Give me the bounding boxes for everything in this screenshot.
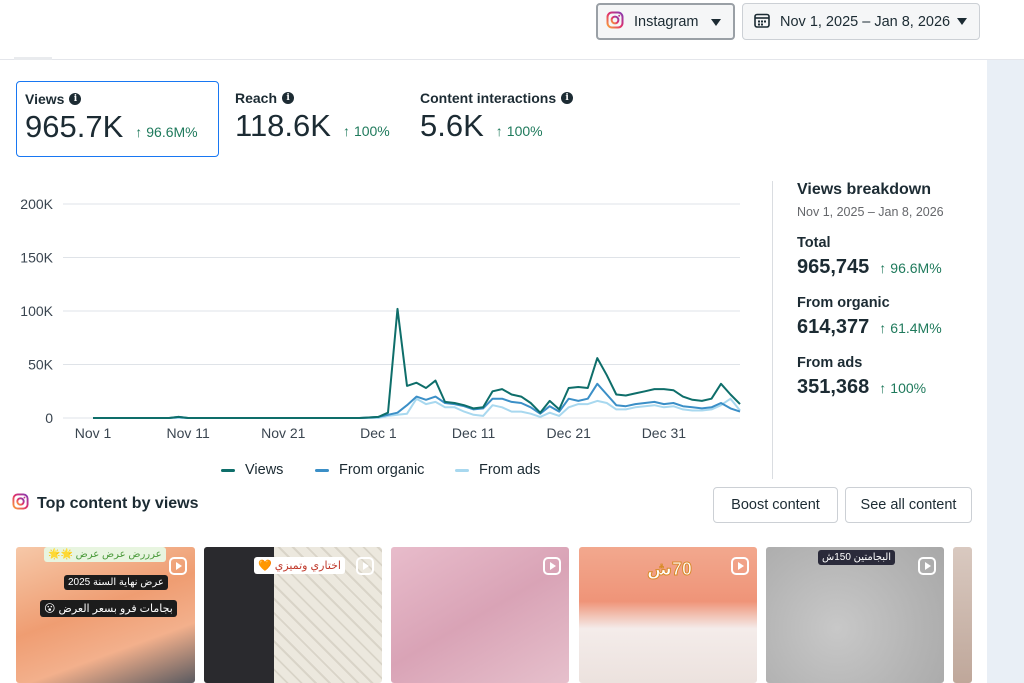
- instagram-icon: [606, 11, 624, 33]
- tab-stub: [14, 57, 52, 60]
- content-thumbnail[interactable]: [391, 547, 569, 683]
- arrow-up-icon: ↑: [879, 380, 887, 396]
- x-tick-label: Nov 1: [75, 425, 112, 441]
- breakdown-change: 61.4M%: [890, 320, 942, 336]
- reels-icon: [731, 557, 749, 575]
- content-thumbnail-partial[interactable]: [953, 547, 972, 683]
- breakdown-ads: From ads 351,368 ↑ 100%: [797, 355, 977, 399]
- chevron-down-icon: [957, 18, 967, 25]
- views-breakdown-panel: Views breakdown Nov 1, 2025 – Jan 8, 202…: [797, 181, 977, 399]
- chevron-down-icon: [711, 19, 721, 26]
- thumbnail-caption: 70ش: [647, 559, 693, 580]
- metric-label: Reach: [235, 90, 278, 106]
- thumbnail-caption: اختاري وتميزي 🧡: [254, 557, 345, 574]
- metric-views-card[interactable]: Views i 965.7K ↑ 96.6M%: [16, 81, 219, 157]
- metric-label: Content interactions: [420, 90, 557, 106]
- top-bar: Instagram Nov 1, 2025 – Jan 8, 2026: [0, 0, 1024, 60]
- series-line-views: [93, 307, 741, 419]
- y-tick-label: 150K: [20, 250, 53, 266]
- content-thumbnail[interactable]: عرررض عرض عرض 🌟🌟 عرض نهاية السنة 2025 بج…: [16, 547, 195, 683]
- metric-change: 100%: [506, 123, 543, 139]
- x-tick-label: Dec 31: [642, 425, 687, 441]
- page-side-gutter: [987, 60, 1024, 683]
- info-icon[interactable]: i: [69, 93, 82, 105]
- metric-value: 118.6K: [235, 108, 331, 143]
- breakdown-value: 965,745: [797, 256, 870, 278]
- y-tick-label: 0: [45, 410, 53, 426]
- y-tick-label: 100K: [20, 303, 53, 319]
- metric-change: 96.6M%: [146, 124, 198, 140]
- reels-icon: [918, 557, 936, 575]
- x-tick-label: Dec 1: [360, 425, 397, 441]
- metric-label: Views: [25, 91, 65, 107]
- series-line-from-ads: [93, 397, 741, 419]
- arrow-up-icon: ↑: [495, 123, 503, 139]
- top-content-title: Top content by views: [37, 495, 199, 512]
- breakdown-date-range: Nov 1, 2025 – Jan 8, 2026: [797, 205, 944, 219]
- legend-swatch: [315, 468, 329, 472]
- breakdown-total: Total 965,745 ↑ 96.6M%: [797, 235, 977, 279]
- reels-icon: [169, 557, 187, 575]
- boost-content-button[interactable]: Boost content: [713, 487, 838, 523]
- thumbnail-caption: عرررض عرض عرض 🌟🌟: [44, 547, 166, 562]
- x-tick-label: Nov 21: [261, 425, 306, 441]
- legend-item-organic[interactable]: From organic: [315, 461, 424, 479]
- see-all-content-button[interactable]: See all content: [845, 487, 972, 523]
- date-range-dropdown[interactable]: Nov 1, 2025 – Jan 8, 2026: [742, 3, 980, 40]
- legend-label: From organic: [339, 462, 425, 478]
- breakdown-change: 96.6M%: [890, 260, 942, 276]
- arrow-up-icon: ↑: [879, 320, 887, 336]
- legend-label: Views: [245, 462, 284, 478]
- date-range-label: Nov 1, 2025 – Jan 8, 2026: [780, 13, 951, 30]
- calendar-icon: [754, 12, 770, 32]
- legend-label: From ads: [479, 462, 541, 478]
- account-dropdown[interactable]: Instagram: [596, 3, 735, 40]
- breakdown-label: From ads: [797, 355, 863, 371]
- content-thumbnail[interactable]: 70ش: [579, 547, 757, 683]
- thumbnail-caption: البجامتين 150ش: [818, 550, 896, 565]
- metric-change: 100%: [353, 123, 390, 139]
- arrow-up-icon: ↑: [135, 124, 143, 140]
- breakdown-title: Views breakdown: [797, 181, 931, 198]
- reels-icon: [543, 557, 561, 575]
- breakdown-label: From organic: [797, 295, 890, 311]
- legend-swatch: [221, 468, 235, 472]
- content-thumbnail[interactable]: اختاري وتميزي 🧡: [204, 547, 382, 683]
- arrow-up-icon: ↑: [342, 123, 350, 139]
- y-tick-label: 200K: [20, 196, 53, 212]
- metric-interactions-card[interactable]: Content interactions i 5.6K ↑ 100%: [412, 81, 612, 157]
- x-tick-label: Dec 21: [547, 425, 592, 441]
- thumbnail-caption: بجامات فرو بسعر العرض 😮: [40, 600, 177, 617]
- content-thumbnail[interactable]: البجامتين 150ش: [766, 547, 944, 683]
- arrow-up-icon: ↑: [879, 260, 887, 276]
- breakdown-organic: From organic 614,377 ↑ 61.4M%: [797, 295, 977, 339]
- breakdown-change: 100%: [890, 380, 927, 396]
- divider: [772, 181, 773, 479]
- breakdown-value: 351,368: [797, 376, 870, 398]
- y-tick-label: 50K: [28, 357, 54, 373]
- top-content-heading: Top content by views: [12, 493, 199, 515]
- series-line-from-organic: [93, 382, 741, 419]
- reels-icon: [356, 557, 374, 575]
- x-tick-label: Dec 11: [452, 425, 496, 441]
- thumbnail-caption: عرض نهاية السنة 2025: [64, 575, 168, 590]
- breakdown-label: Total: [797, 235, 831, 251]
- metric-value: 5.6K: [420, 108, 484, 143]
- account-dropdown-label: Instagram: [634, 13, 699, 30]
- breakdown-value: 614,377: [797, 316, 870, 338]
- info-icon[interactable]: i: [561, 92, 574, 104]
- info-icon[interactable]: i: [282, 92, 295, 104]
- legend-swatch: [455, 468, 469, 472]
- metric-value: 965.7K: [25, 109, 124, 144]
- views-line-chart: 200K 150K 100K 50K 0 Nov 1 Nov 11 Nov 21 Dec 1 De…: [20, 196, 741, 441]
- metric-reach-card[interactable]: Reach i 118.6K ↑ 100%: [227, 81, 407, 157]
- legend-item-views[interactable]: Views: [221, 461, 283, 479]
- x-tick-label: Nov 11: [166, 425, 210, 441]
- legend-item-ads[interactable]: From ads: [455, 461, 540, 479]
- instagram-icon: [12, 493, 29, 515]
